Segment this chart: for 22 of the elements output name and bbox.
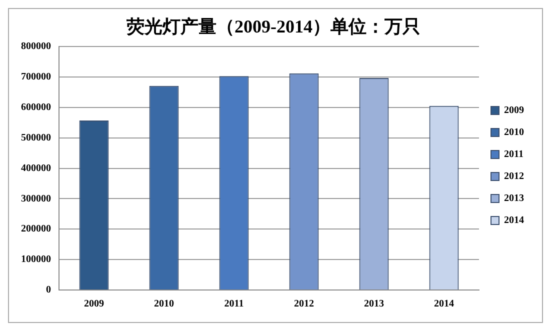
y-tick-label: 600000 xyxy=(21,102,51,114)
x-tick-label: 2010 xyxy=(154,298,174,310)
legend-label: 2014 xyxy=(504,215,524,226)
legend-label: 2011 xyxy=(504,149,524,160)
x-tick-label: 2011 xyxy=(224,298,244,310)
y-tick-label: 300000 xyxy=(21,193,51,204)
x-tick-label: 2013 xyxy=(364,298,384,310)
y-tick-label: 700000 xyxy=(21,72,51,83)
x-tick-label: 2009 xyxy=(84,298,104,310)
legend-label: 2009 xyxy=(504,105,524,116)
legend-label: 2010 xyxy=(504,127,524,138)
chart-title: 荧光灯产量（2009-2014）单位：万只 xyxy=(126,16,420,36)
y-tick-label: 200000 xyxy=(21,224,51,235)
y-tick-label: 100000 xyxy=(21,254,51,266)
legend-label: 2013 xyxy=(504,193,524,204)
y-tick-label: 800000 xyxy=(21,41,51,52)
legend-label: 2012 xyxy=(504,171,524,182)
x-tick-label: 2014 xyxy=(434,298,454,310)
x-tick-label: 2012 xyxy=(294,298,314,310)
y-tick-label: 500000 xyxy=(21,132,51,144)
y-tick-label: 400000 xyxy=(21,162,51,174)
y-tick-label: 0 xyxy=(46,284,51,296)
